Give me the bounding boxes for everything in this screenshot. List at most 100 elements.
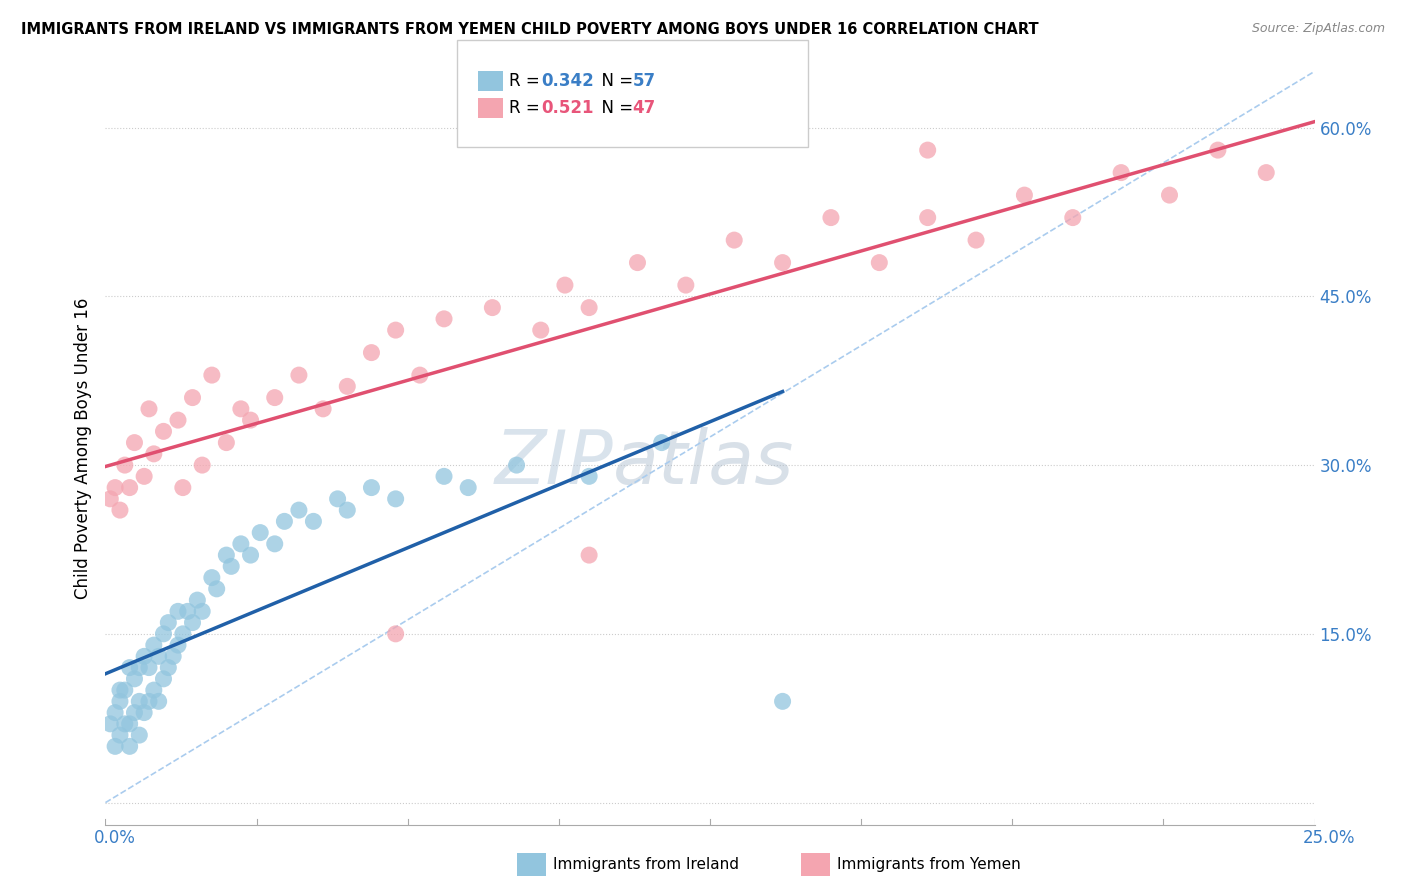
Text: Immigrants from Ireland: Immigrants from Ireland bbox=[553, 857, 738, 871]
Point bbox=[152, 672, 174, 686]
Point bbox=[191, 604, 214, 618]
Point bbox=[108, 694, 131, 708]
Text: Immigrants from Yemen: Immigrants from Yemen bbox=[837, 857, 1021, 871]
Point bbox=[1206, 143, 1229, 157]
Y-axis label: Child Poverty Among Boys Under 16: Child Poverty Among Boys Under 16 bbox=[73, 298, 91, 599]
Point bbox=[229, 537, 252, 551]
Point bbox=[651, 435, 673, 450]
Point bbox=[360, 481, 382, 495]
Point bbox=[104, 706, 127, 720]
Point bbox=[186, 593, 208, 607]
Point bbox=[162, 649, 184, 664]
Point bbox=[457, 481, 479, 495]
Point bbox=[326, 491, 349, 506]
Point bbox=[481, 301, 503, 315]
Point bbox=[108, 683, 131, 698]
Point bbox=[409, 368, 432, 383]
Point bbox=[134, 649, 156, 664]
Point bbox=[360, 345, 382, 359]
Point bbox=[138, 660, 160, 674]
Text: atlas: atlas bbox=[613, 427, 794, 500]
Point bbox=[181, 615, 204, 630]
Text: 0.0%: 0.0% bbox=[94, 829, 136, 847]
Text: 0.342: 0.342 bbox=[541, 72, 595, 90]
Point bbox=[215, 548, 238, 562]
Point bbox=[1062, 211, 1084, 225]
Point bbox=[1256, 166, 1278, 180]
Text: N =: N = bbox=[591, 72, 638, 90]
Point bbox=[917, 211, 939, 225]
Point bbox=[181, 391, 204, 405]
Point bbox=[191, 458, 214, 472]
Point bbox=[124, 672, 146, 686]
Point bbox=[336, 379, 359, 393]
Point bbox=[167, 413, 190, 427]
Point bbox=[249, 525, 271, 540]
Point bbox=[124, 706, 146, 720]
Point bbox=[868, 255, 890, 269]
Point bbox=[128, 660, 150, 674]
Point bbox=[384, 627, 406, 641]
Point bbox=[505, 458, 527, 472]
Point bbox=[917, 143, 939, 157]
Text: 47: 47 bbox=[633, 99, 657, 117]
Point bbox=[142, 638, 165, 652]
Point bbox=[273, 514, 295, 528]
Point bbox=[152, 425, 174, 439]
Point bbox=[128, 694, 150, 708]
Point bbox=[433, 469, 456, 483]
Text: ZIP: ZIP bbox=[495, 427, 613, 500]
Point bbox=[118, 716, 141, 731]
Point bbox=[167, 638, 190, 652]
Point bbox=[229, 401, 252, 416]
Text: Source: ZipAtlas.com: Source: ZipAtlas.com bbox=[1251, 22, 1385, 36]
Point bbox=[118, 739, 141, 754]
Point bbox=[138, 694, 160, 708]
Point bbox=[239, 548, 262, 562]
Point bbox=[98, 716, 121, 731]
Point bbox=[820, 211, 842, 225]
Point bbox=[142, 447, 165, 461]
Point bbox=[336, 503, 359, 517]
Point bbox=[114, 683, 136, 698]
Point bbox=[157, 615, 180, 630]
Point bbox=[118, 481, 141, 495]
Point bbox=[167, 604, 190, 618]
Point bbox=[215, 435, 238, 450]
Point bbox=[219, 559, 242, 574]
Point bbox=[772, 255, 794, 269]
Point bbox=[312, 401, 335, 416]
Point bbox=[128, 728, 150, 742]
Point bbox=[108, 728, 131, 742]
Text: N =: N = bbox=[591, 99, 638, 117]
Point bbox=[134, 706, 156, 720]
Point bbox=[675, 278, 697, 293]
Point bbox=[134, 469, 156, 483]
Point bbox=[578, 548, 600, 562]
Point bbox=[98, 491, 121, 506]
Point bbox=[108, 503, 131, 517]
Point bbox=[626, 255, 648, 269]
Text: 57: 57 bbox=[633, 72, 655, 90]
Text: IMMIGRANTS FROM IRELAND VS IMMIGRANTS FROM YEMEN CHILD POVERTY AMONG BOYS UNDER : IMMIGRANTS FROM IRELAND VS IMMIGRANTS FR… bbox=[21, 22, 1039, 37]
Text: 25.0%: 25.0% bbox=[1302, 829, 1355, 847]
Point bbox=[239, 413, 262, 427]
Point bbox=[554, 278, 576, 293]
Point bbox=[157, 660, 180, 674]
Point bbox=[302, 514, 325, 528]
Point bbox=[148, 694, 170, 708]
Point bbox=[530, 323, 553, 337]
Point bbox=[114, 716, 136, 731]
Point bbox=[263, 537, 285, 551]
Point bbox=[578, 469, 600, 483]
Point bbox=[384, 323, 406, 337]
Point bbox=[201, 368, 224, 383]
Point bbox=[263, 391, 285, 405]
Point bbox=[1109, 166, 1132, 180]
Point bbox=[201, 571, 224, 585]
Point bbox=[1159, 188, 1181, 202]
Point bbox=[142, 683, 165, 698]
Point bbox=[148, 649, 170, 664]
Point bbox=[1014, 188, 1036, 202]
Point bbox=[118, 660, 141, 674]
